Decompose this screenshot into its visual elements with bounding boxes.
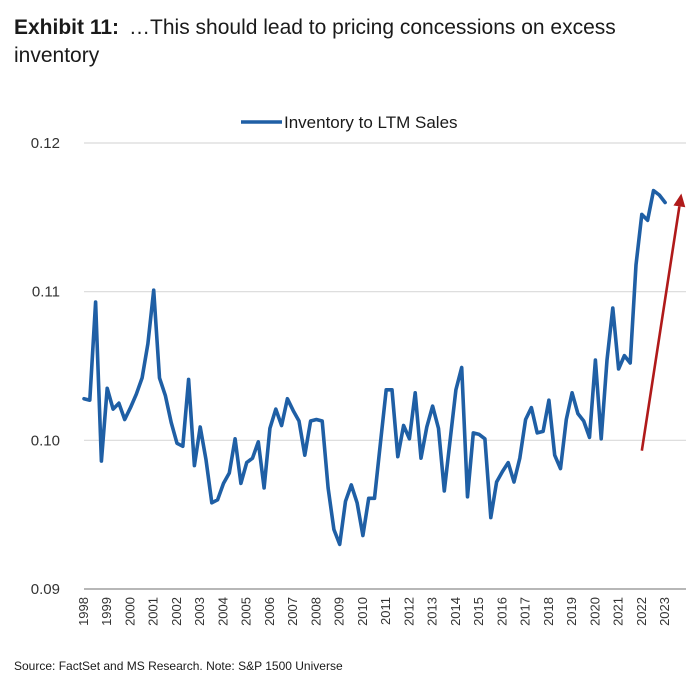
x-tick-label: 1998 bbox=[76, 597, 91, 626]
x-tick-label: 2008 bbox=[308, 597, 323, 626]
x-tick-label: 2011 bbox=[378, 597, 393, 625]
x-tick-label: 2014 bbox=[448, 597, 463, 626]
x-tick-label: 2004 bbox=[215, 597, 230, 626]
x-tick-label: 2018 bbox=[541, 597, 556, 626]
series-layer bbox=[82, 188, 667, 547]
x-tick-label: 2022 bbox=[634, 597, 649, 626]
exhibit-title: Exhibit 11: …This should lead to pricing … bbox=[14, 14, 684, 70]
x-tick-label: 2001 bbox=[146, 597, 161, 626]
exhibit-caption: …This should lead to pricing concessions… bbox=[14, 16, 616, 67]
source-note: Source: FactSet and MS Research. Note: S… bbox=[14, 659, 343, 673]
x-tick-label: 1999 bbox=[99, 597, 114, 626]
x-tick-label: 2010 bbox=[355, 597, 370, 626]
legend-label: Inventory to LTM Sales bbox=[284, 113, 458, 132]
x-tick-label: 2020 bbox=[587, 597, 602, 626]
x-tick-label: 2007 bbox=[285, 597, 300, 626]
y-tick-label: 0.12 bbox=[31, 135, 60, 152]
exhibit-number: Exhibit 11: bbox=[14, 16, 120, 39]
x-tick-label: 2019 bbox=[564, 597, 579, 626]
x-tick-label: 2009 bbox=[332, 597, 347, 626]
x-tick-label: 2017 bbox=[518, 597, 533, 626]
x-tick-label: 2021 bbox=[611, 597, 626, 626]
x-tick-label: 2003 bbox=[192, 597, 207, 626]
trend-arrow-shaft bbox=[640, 206, 681, 451]
x-tick-label: 2005 bbox=[239, 597, 254, 626]
x-tick-label: 2015 bbox=[471, 597, 486, 626]
x-tick-label: 2012 bbox=[401, 597, 416, 626]
annotation-layer bbox=[640, 193, 686, 451]
trend-arrow-head bbox=[673, 193, 686, 208]
x-tick-label: 2013 bbox=[425, 597, 440, 626]
x-axis-tick-labels: 1998 1999 2000 2001 2002 2003 2004 2005 2006 2007… bbox=[76, 597, 672, 626]
y-tick-label: 0.11 bbox=[32, 284, 60, 301]
x-tick-label: 2002 bbox=[169, 597, 184, 626]
y-axis-tick-labels: 0.09 0.10 0.11 0.12 bbox=[31, 135, 60, 598]
series-line-inventory-to-ltm-sales bbox=[82, 188, 667, 547]
y-tick-label: 0.10 bbox=[31, 432, 60, 449]
x-tick-label: 2023 bbox=[657, 597, 672, 626]
legend: Inventory to LTM Sales bbox=[241, 113, 458, 132]
x-tick-label: 2006 bbox=[262, 597, 277, 626]
x-tick-label: 2016 bbox=[494, 597, 509, 626]
y-tick-label: 0.09 bbox=[31, 581, 60, 598]
x-tick-label: 2000 bbox=[122, 597, 137, 626]
